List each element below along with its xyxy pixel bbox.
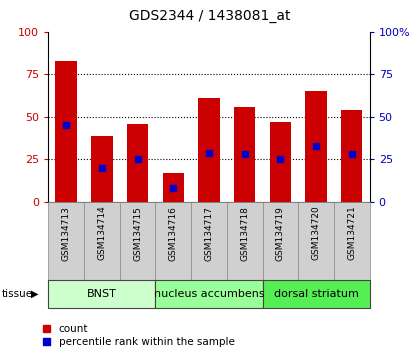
Text: GSM134717: GSM134717	[205, 206, 213, 261]
Text: GSM134716: GSM134716	[169, 206, 178, 261]
Bar	[48, 202, 84, 280]
Bar	[155, 202, 191, 280]
Text: GSM134714: GSM134714	[97, 206, 106, 261]
Bar	[262, 280, 370, 308]
Text: nucleus accumbens: nucleus accumbens	[154, 289, 264, 299]
Bar	[155, 280, 262, 308]
Bar	[262, 202, 298, 280]
Text: dorsal striatum: dorsal striatum	[273, 289, 359, 299]
Bar	[163, 173, 184, 202]
Bar	[48, 280, 155, 308]
Text: GSM134718: GSM134718	[240, 206, 249, 261]
Text: GSM134719: GSM134719	[276, 206, 285, 261]
Bar	[334, 202, 370, 280]
Bar	[91, 136, 113, 202]
Bar	[55, 61, 77, 202]
Bar	[341, 110, 362, 202]
Bar	[298, 202, 334, 280]
Bar	[84, 202, 120, 280]
Text: BNST: BNST	[87, 289, 117, 299]
Bar	[120, 202, 155, 280]
Text: GDS2344 / 1438081_at: GDS2344 / 1438081_at	[129, 9, 291, 23]
Bar	[227, 202, 262, 280]
Text: GSM134720: GSM134720	[312, 206, 320, 261]
Bar	[198, 98, 220, 202]
Text: GSM134715: GSM134715	[133, 206, 142, 261]
Bar	[305, 91, 327, 202]
Text: GSM134713: GSM134713	[62, 206, 71, 261]
Bar	[234, 107, 255, 202]
Legend: count, percentile rank within the sample: count, percentile rank within the sample	[43, 324, 234, 347]
Bar	[127, 124, 148, 202]
Text: ▶: ▶	[31, 289, 38, 299]
Bar	[270, 122, 291, 202]
Bar	[191, 202, 227, 280]
Text: GSM134721: GSM134721	[347, 206, 356, 261]
Text: tissue: tissue	[2, 289, 33, 299]
